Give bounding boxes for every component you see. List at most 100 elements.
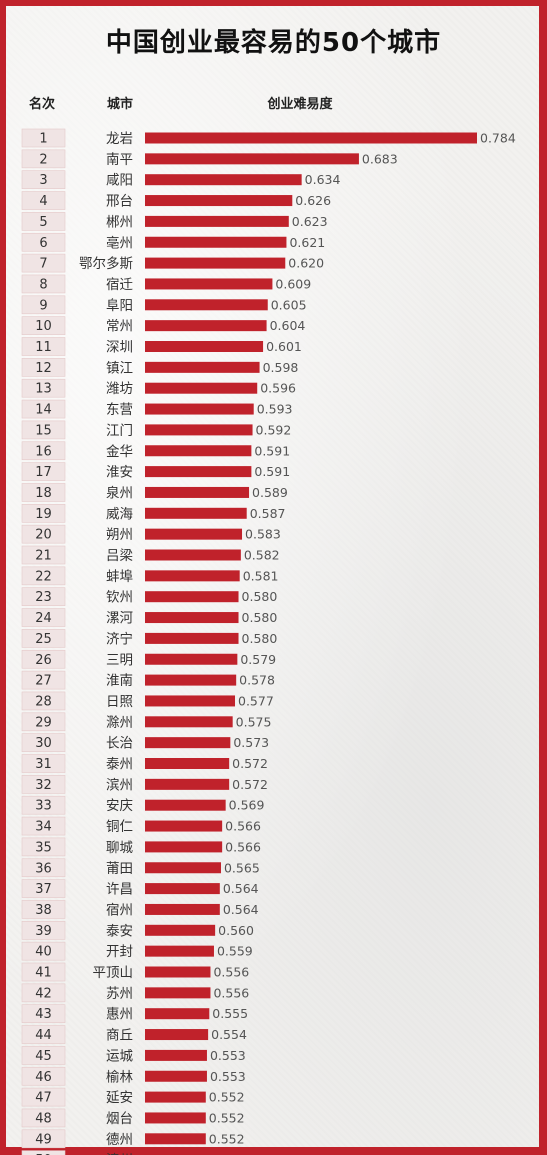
bar xyxy=(145,1091,206,1103)
rank-label: 37 xyxy=(35,882,52,897)
bar xyxy=(145,1070,207,1082)
rank-label: 6 xyxy=(39,236,47,251)
bar xyxy=(145,382,258,394)
value-label: 0.559 xyxy=(217,944,253,959)
rank-box xyxy=(21,149,66,169)
rank-label: 31 xyxy=(35,757,52,772)
rank-label: 10 xyxy=(35,319,52,334)
rank-label: 8 xyxy=(39,277,47,292)
city-label: 深圳 xyxy=(106,340,133,356)
city-label: 常州 xyxy=(106,319,133,335)
rank-box xyxy=(21,399,66,419)
chart-title: 中国创业最容易的50个城市 xyxy=(105,28,442,58)
rank-label: 34 xyxy=(35,820,52,835)
bar xyxy=(145,528,243,540)
bar xyxy=(145,799,226,811)
bar xyxy=(145,862,221,874)
bar xyxy=(145,591,239,603)
rank-label: 25 xyxy=(35,632,52,647)
bar xyxy=(145,987,211,999)
rank-label: 30 xyxy=(35,736,52,751)
rank-label: 26 xyxy=(35,653,52,668)
bar xyxy=(145,924,216,936)
city-label: 潍坊 xyxy=(106,381,133,397)
value-label: 0.601 xyxy=(266,339,302,354)
city-label: 济宁 xyxy=(106,630,133,647)
bar xyxy=(145,945,214,957)
city-label: 宿迁 xyxy=(106,276,133,293)
city-label: 聊城 xyxy=(106,840,133,856)
rank-label: 23 xyxy=(35,590,52,605)
city-label: 南平 xyxy=(106,152,133,168)
city-label: 莆田 xyxy=(106,861,133,877)
rank-label: 22 xyxy=(35,569,52,584)
rank-label: 12 xyxy=(35,361,52,376)
bar xyxy=(145,1029,209,1041)
city-label: 蚌埠 xyxy=(106,569,133,585)
rank-box xyxy=(21,649,66,669)
bar xyxy=(145,820,223,832)
rank-box xyxy=(21,566,66,586)
rank-label: 41 xyxy=(35,966,52,981)
rank-box xyxy=(21,629,66,648)
city-label: 龙岩 xyxy=(106,131,133,147)
bar xyxy=(145,903,220,915)
bar xyxy=(145,695,236,707)
value-label: 0.569 xyxy=(229,798,265,813)
bar xyxy=(145,1133,206,1145)
city-label: 日照 xyxy=(106,694,133,710)
city-label: 金华 xyxy=(106,444,133,460)
bar xyxy=(145,424,253,436)
value-label: 0.554 xyxy=(211,1027,247,1042)
bar xyxy=(145,341,264,352)
value-label: 0.620 xyxy=(288,256,324,271)
rank-label: 28 xyxy=(35,694,52,709)
city-label: 延安 xyxy=(106,1090,133,1106)
bar xyxy=(145,507,247,519)
bar xyxy=(145,466,252,478)
value-label: 0.578 xyxy=(239,673,275,688)
rank-box xyxy=(21,483,66,502)
city-label: 铜仁 xyxy=(106,819,133,835)
city-label: 安庆 xyxy=(106,798,133,814)
rank-label: 50 xyxy=(35,1153,52,1155)
rank-label: 20 xyxy=(35,528,52,543)
rank-label: 2 xyxy=(39,152,47,167)
rank-box xyxy=(21,503,66,523)
bar xyxy=(145,257,286,269)
rank-label: 46 xyxy=(35,1070,52,1085)
value-label: 0.553 xyxy=(210,1048,246,1063)
city-label: 漯河 xyxy=(106,611,133,627)
value-label: 0.566 xyxy=(225,839,261,854)
rank-label: 4 xyxy=(39,194,47,209)
rank-label: 7 xyxy=(39,257,47,272)
city-label: 宿州 xyxy=(106,901,133,918)
bar xyxy=(145,278,273,290)
bar xyxy=(145,1112,206,1124)
rank-label: 9 xyxy=(39,298,47,313)
value-label: 0.552 xyxy=(209,1090,245,1105)
value-label: 0.577 xyxy=(238,693,274,708)
city-label: 吕梁 xyxy=(106,548,133,564)
city-label: 郴州 xyxy=(106,214,133,230)
rank-box xyxy=(21,1066,66,1086)
rank-box xyxy=(21,754,66,773)
value-label: 0.621 xyxy=(289,235,325,250)
value-label: 0.587 xyxy=(250,506,286,521)
rank-box xyxy=(21,358,66,377)
bar xyxy=(145,841,223,853)
bar xyxy=(145,570,240,582)
value-label: 0.581 xyxy=(243,568,279,583)
value-label: 0.555 xyxy=(212,1006,248,1021)
rank-box xyxy=(21,1129,66,1149)
rank-label: 5 xyxy=(39,215,47,230)
city-label: 榆林 xyxy=(106,1069,133,1085)
rank-label: 48 xyxy=(35,1111,52,1126)
rank-box xyxy=(21,920,66,940)
rank-label: 39 xyxy=(35,924,52,939)
rank-box xyxy=(21,837,66,857)
city-label: 亳州 xyxy=(106,234,133,251)
city-label: 邢台 xyxy=(106,194,133,210)
rank-box xyxy=(21,420,66,440)
